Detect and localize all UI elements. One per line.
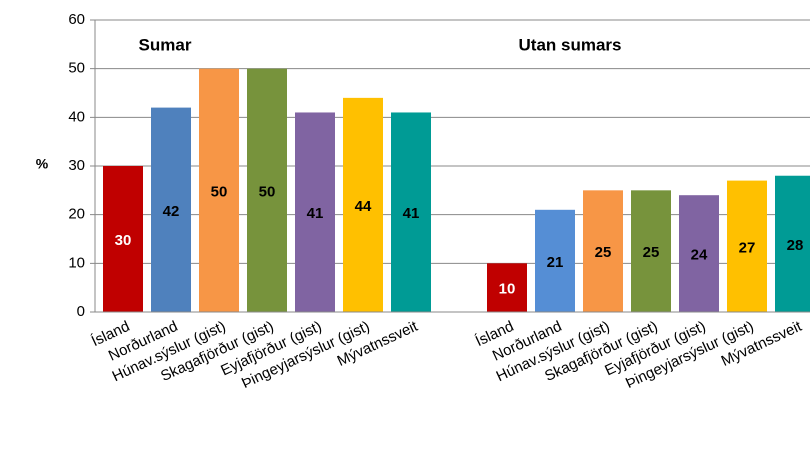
bar: [583, 190, 623, 312]
bar: [487, 263, 527, 312]
group-label: Utan sumars: [519, 35, 622, 54]
bar: [631, 190, 671, 312]
y-tick-label: 0: [77, 303, 85, 320]
y-tick-label: 10: [68, 254, 85, 271]
value-label: 10: [499, 281, 516, 298]
bar: [727, 180, 767, 312]
bar: [103, 166, 143, 312]
bar: [151, 107, 191, 312]
group-label: Sumar: [139, 35, 192, 54]
value-label: 41: [403, 205, 420, 222]
bar: [343, 97, 383, 312]
bar: [775, 175, 810, 312]
value-label: 50: [211, 183, 228, 200]
bar: [391, 112, 431, 312]
bar: [247, 68, 287, 313]
value-label: 28: [787, 237, 804, 254]
y-tick-label: 50: [68, 60, 85, 77]
y-tick-label: 20: [68, 206, 85, 223]
bar: [679, 195, 719, 312]
y-tick-label: 60: [68, 11, 85, 28]
value-label: 25: [643, 244, 660, 261]
bar: [199, 68, 239, 313]
value-label: 24: [691, 247, 708, 264]
bar: [535, 209, 575, 312]
value-label: 25: [595, 244, 612, 261]
value-label: 42: [163, 203, 180, 220]
bar: [295, 112, 335, 312]
value-label: 50: [259, 183, 276, 200]
value-label: 21: [547, 254, 564, 271]
value-label: 44: [355, 198, 372, 215]
y-axis-label: %: [36, 156, 49, 172]
value-label: 27: [739, 239, 756, 256]
y-tick-label: 30: [68, 157, 85, 174]
value-label: 30: [115, 232, 132, 249]
value-label: 41: [307, 205, 324, 222]
y-tick-label: 40: [68, 108, 85, 125]
